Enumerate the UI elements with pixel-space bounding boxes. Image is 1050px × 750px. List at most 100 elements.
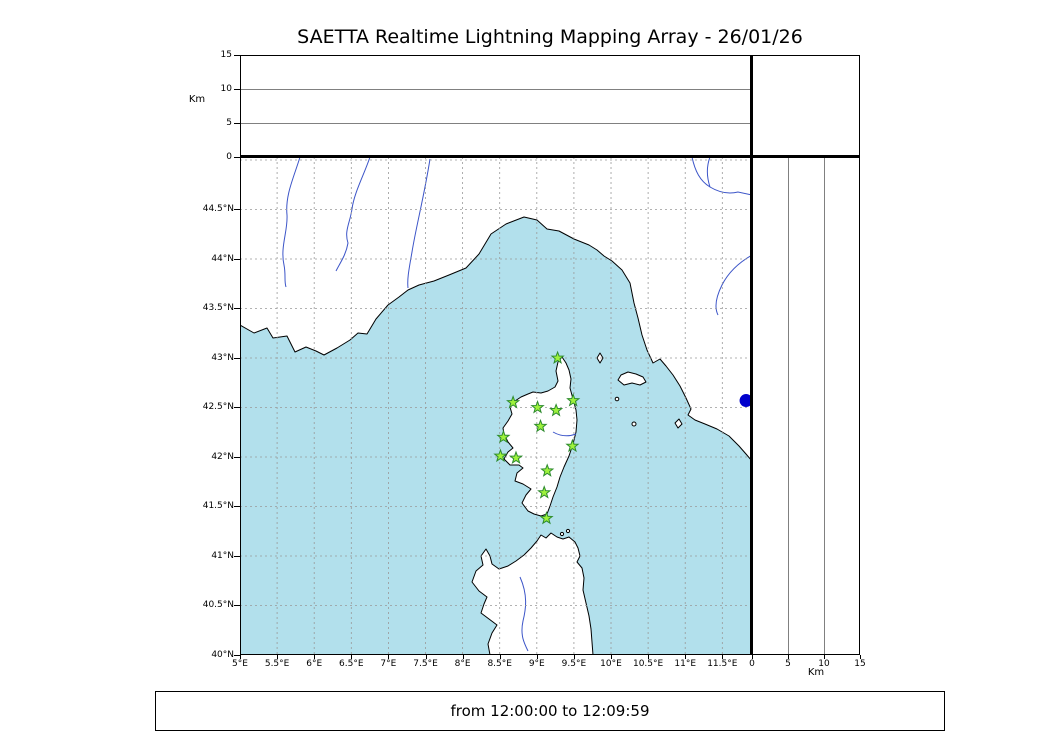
- lat-tick-mark: [234, 258, 240, 260]
- land-pianosa: [614, 396, 620, 402]
- land-montecristo: [631, 421, 637, 427]
- lon-tick-label: 5°E: [232, 659, 248, 669]
- lat-tick-label: 43°N: [211, 352, 234, 363]
- station-star-marker: [550, 350, 565, 364]
- lon-tick-label: 7°E: [380, 659, 397, 669]
- lat-tick-mark: [234, 357, 240, 359]
- top-panel-ytick-mark: [234, 55, 240, 56]
- river-var: [407, 158, 431, 289]
- lon-tick-label: 5.5°E: [264, 659, 290, 669]
- map-plot: [240, 157, 752, 655]
- corner-panel: [752, 55, 860, 157]
- lat-tick-mark: [234, 407, 240, 409]
- top-panel-ytick-label: 0: [226, 152, 232, 162]
- top-panel-ytick-mark: [234, 157, 240, 158]
- river-durance: [282, 157, 301, 288]
- altitude-gridline-10km-vertical: [824, 158, 825, 654]
- top-panel-ytick-mark: [234, 123, 240, 124]
- top-panel-ytick-mark: [234, 89, 240, 90]
- lat-tick-label: 44.5°N: [202, 204, 234, 215]
- land-giglio: [674, 418, 683, 429]
- altitude-gridline-5km-vertical: [788, 158, 789, 654]
- lon-tick-mark: [277, 655, 279, 659]
- lon-tick-mark: [536, 655, 538, 659]
- river-sardinia: [519, 576, 529, 652]
- lat-tick-mark: [234, 456, 240, 458]
- river-po-branch-1: [691, 157, 752, 196]
- lat-tick-mark: [234, 555, 240, 557]
- lon-tick-label: 11°E: [674, 659, 697, 669]
- panel-divider-horizontal: [240, 155, 860, 158]
- station-star-marker: [565, 438, 580, 453]
- land-sardinia: [471, 532, 594, 655]
- lat-tick-mark: [234, 209, 240, 211]
- lat-tick-label: 44°N: [211, 253, 234, 264]
- lat-tick-label: 42.5°N: [202, 402, 234, 413]
- station-star-marker: [533, 418, 548, 433]
- station-star-marker: [540, 463, 555, 477]
- lat-tick-mark: [234, 655, 240, 656]
- right-panel-xtick-label: 15: [854, 659, 866, 669]
- river-po-branch-2: [706, 157, 711, 188]
- station-star-marker: [506, 395, 521, 409]
- lat-tick-label: 43.5°N: [202, 303, 234, 314]
- lon-tick-label: 11.5°E: [707, 659, 738, 669]
- lon-tick-mark: [240, 655, 241, 659]
- lon-tick-label: 6.5°E: [339, 659, 364, 669]
- event-dot: [739, 394, 752, 408]
- station-star-marker: [493, 448, 508, 463]
- land-elba: [617, 371, 647, 386]
- lon-tick-mark: [314, 655, 316, 659]
- lon-tick-mark: [388, 655, 390, 659]
- lon-tick-label: 7.5°E: [413, 659, 438, 669]
- time-range-box: from 12:00:00 to 12:09:59: [155, 691, 945, 731]
- right-panel-xtick-mark: [824, 655, 825, 659]
- station-star-marker: [508, 450, 524, 464]
- right-panel-xtick-label: 0: [749, 659, 755, 669]
- station-star-marker: [549, 403, 564, 417]
- lat-tick-mark: [234, 605, 240, 607]
- station-star-marker: [566, 393, 581, 407]
- river-corsica: [552, 431, 577, 437]
- land-maddalena-1: [559, 531, 565, 537]
- station-star-marker: [539, 510, 554, 525]
- lon-tick-mark: [685, 655, 687, 659]
- altitude-gridline-10km: [241, 89, 751, 90]
- lat-tick-mark: [234, 506, 240, 508]
- lon-tick-label: 6°E: [306, 659, 323, 669]
- lat-tick-label: 41°N: [211, 550, 234, 561]
- lon-tick-mark: [351, 655, 353, 659]
- right-panel-xtick-label: 10: [818, 659, 830, 669]
- land-layer: [240, 157, 752, 655]
- right-panel-xtick-mark: [860, 655, 861, 659]
- lon-tick-mark: [573, 655, 575, 659]
- altitude-gridline-5km: [241, 123, 751, 124]
- panel-divider-vertical: [750, 55, 753, 655]
- land-maddalena-2: [565, 528, 571, 534]
- top-panel-ytick-label: 5: [226, 118, 232, 128]
- land-corsica: [502, 356, 578, 517]
- altitude-latitude-panel: [752, 157, 860, 655]
- lon-tick-label: 9.5°E: [561, 659, 587, 669]
- lon-tick-mark: [611, 655, 612, 659]
- right-panel-km-label: Km: [807, 667, 825, 678]
- lat-tick-label: 40°N: [211, 650, 234, 660]
- lat-tick-label: 40.5°N: [202, 600, 234, 611]
- right-panel-xtick-mark: [788, 655, 789, 659]
- lon-tick-mark: [499, 655, 501, 659]
- right-panel-xtick-mark: [752, 655, 753, 659]
- river-tiber-upper: [715, 254, 752, 316]
- lon-tick-mark: [722, 655, 724, 659]
- land-mainland-france-italy: [240, 157, 752, 462]
- altitude-longitude-panel: [240, 55, 752, 157]
- grid-layer: [240, 157, 752, 655]
- top-panel-ytick-label: 15: [220, 50, 232, 60]
- stations-layer: [493, 350, 581, 525]
- lon-tick-mark: [425, 655, 427, 659]
- page-title: SAETTA Realtime Lightning Mapping Array …: [297, 26, 803, 48]
- station-star-marker: [530, 400, 545, 414]
- lat-tick-label: 42°N: [211, 451, 234, 462]
- lon-tick-mark: [462, 655, 464, 659]
- time-range-text: from 12:00:00 to 12:09:59: [450, 702, 650, 720]
